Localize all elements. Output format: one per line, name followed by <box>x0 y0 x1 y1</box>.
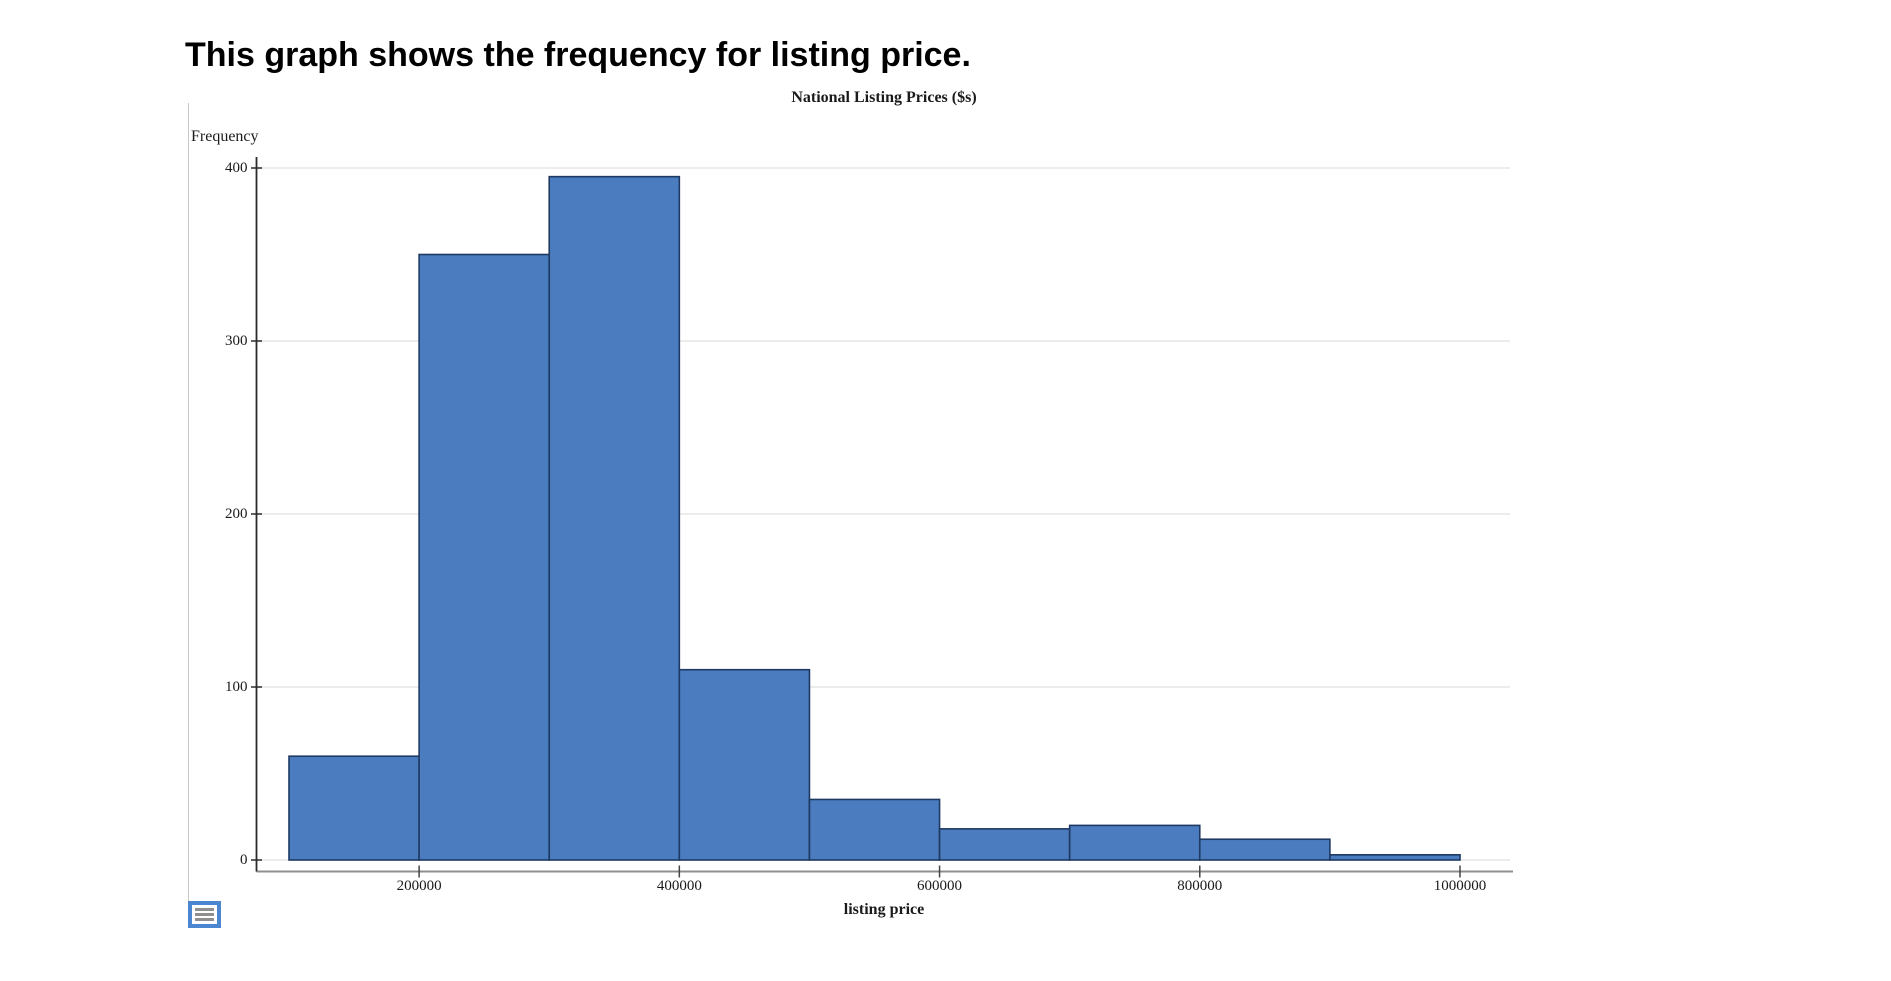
y-tick-label: 0 <box>240 852 248 868</box>
y-axis-title: Frequency <box>191 128 259 145</box>
x-axis-title: listing price <box>843 901 925 918</box>
icon-line <box>195 908 214 911</box>
x-tick-label: 600000 <box>917 878 963 894</box>
icon-line <box>195 913 214 916</box>
histogram-bar <box>1329 854 1461 861</box>
histogram-bar <box>678 668 811 861</box>
y-tick-label: 400 <box>225 160 248 176</box>
x-tick-label: 1000000 <box>1433 878 1487 894</box>
histogram-bar <box>1068 824 1201 861</box>
x-tick-label: 800000 <box>1177 878 1223 894</box>
chart-title: National Listing Prices ($s) <box>791 89 977 106</box>
page-heading: This graph shows the frequency for listi… <box>185 36 971 74</box>
list-lines-icon[interactable] <box>188 901 221 928</box>
x-tick-label: 200000 <box>396 878 442 894</box>
histogram-bar <box>288 755 420 861</box>
icon-line <box>195 918 214 921</box>
histogram-bar <box>548 175 681 861</box>
y-tick-label: 200 <box>225 506 248 522</box>
y-tick-label: 100 <box>225 679 248 695</box>
chart-frame-border <box>188 103 189 902</box>
histogram-bar <box>418 253 551 861</box>
histogram-bar <box>938 828 1071 861</box>
histogram-bar <box>808 798 941 861</box>
x-tick-label: 400000 <box>656 878 702 894</box>
histogram-bar <box>1198 838 1331 861</box>
y-tick-label: 300 <box>225 333 248 349</box>
